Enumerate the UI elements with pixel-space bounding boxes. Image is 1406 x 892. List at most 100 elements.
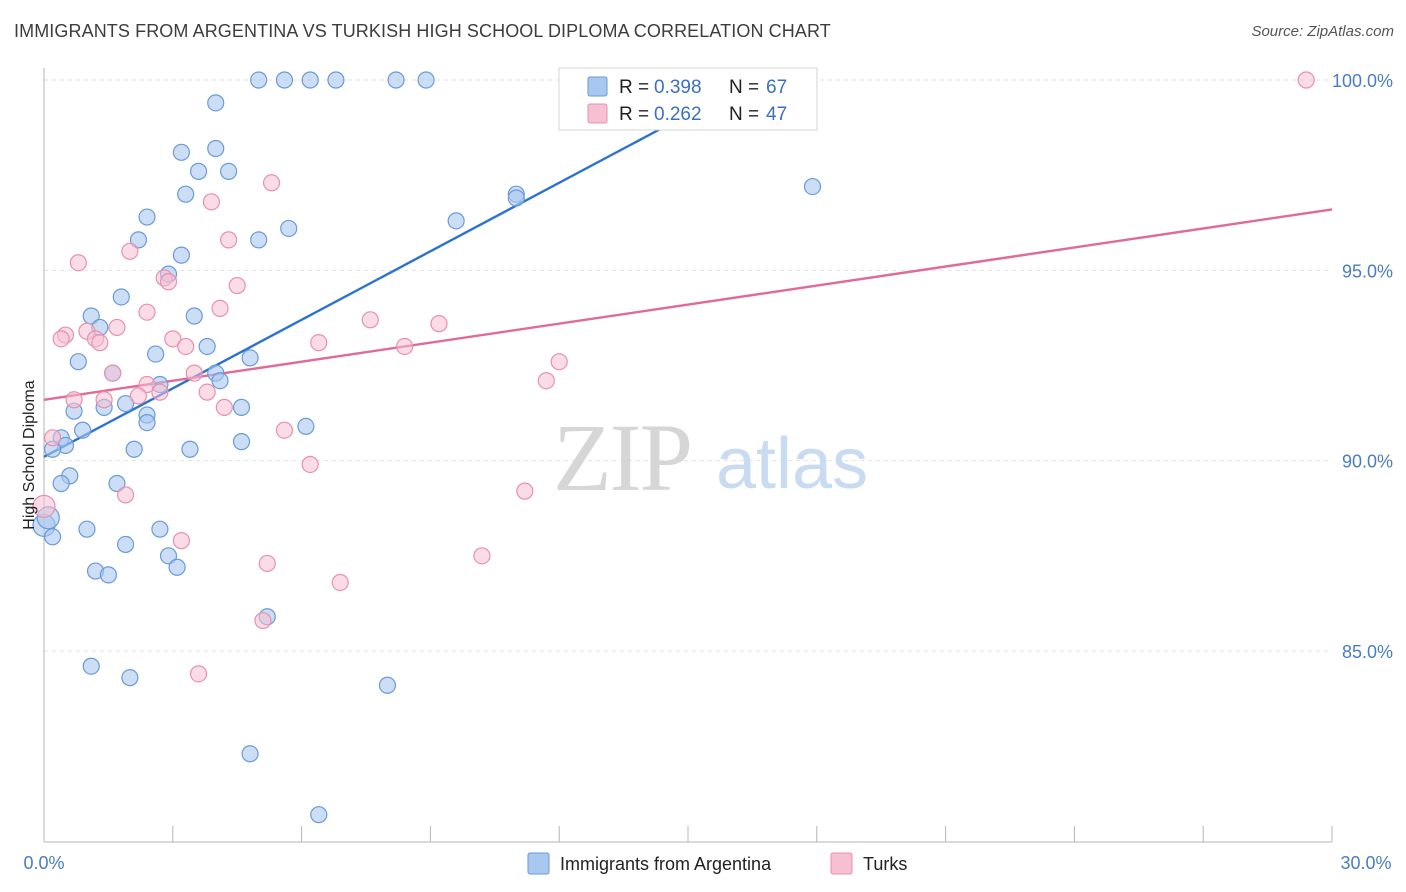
turks-point <box>198 383 216 401</box>
turks-point <box>95 391 113 409</box>
argentina-point <box>301 71 319 89</box>
series-swatch-turks <box>830 852 853 875</box>
turks-point <box>211 299 229 317</box>
argentina-point <box>280 219 298 238</box>
turks-point <box>52 330 70 348</box>
argentina-point <box>43 528 62 546</box>
argentina-point <box>232 433 251 451</box>
argentina-point <box>172 246 190 264</box>
legend-r-label-1: R = <box>619 77 649 98</box>
legend-n-label-2: N = <box>729 104 759 125</box>
turks-point <box>473 547 491 565</box>
y-tick-label: 95.0% <box>1342 261 1393 281</box>
turks-point <box>275 421 294 439</box>
argentina-point <box>507 189 525 207</box>
series-legend: Immigrants from Argentina Turks <box>527 852 907 875</box>
y-tick-label: 100.0% <box>1332 71 1393 91</box>
argentina-point <box>129 231 148 249</box>
turks-point <box>258 554 276 573</box>
argentina-point <box>378 676 397 694</box>
argentina-point <box>207 94 225 112</box>
series-label-turks: Turks <box>863 854 907 874</box>
argentina-point <box>250 231 268 249</box>
chart-title: IMMIGRANTS FROM ARGENTINA VS TURKISH HIG… <box>14 21 831 41</box>
turks-point <box>189 665 208 683</box>
turks-point <box>104 364 122 382</box>
argentina-point <box>52 474 70 493</box>
argentina-point <box>310 806 328 824</box>
argentina-point <box>82 657 100 675</box>
turks-point <box>1297 71 1315 89</box>
argentina-point <box>108 474 126 493</box>
argentina-point <box>232 398 251 416</box>
watermark-zip: ZIP <box>553 404 691 511</box>
turks-point <box>361 311 379 329</box>
turks-point <box>301 455 319 474</box>
argentina-point <box>69 353 87 371</box>
turks-point <box>215 398 233 416</box>
argentina-point <box>116 535 135 554</box>
turks-point <box>262 174 281 192</box>
legend-r-value-2: 0.262 <box>654 104 702 125</box>
argentina-point <box>168 558 186 576</box>
argentina-point <box>125 440 143 458</box>
y-tick-label: 85.0% <box>1342 642 1393 662</box>
argentina-point <box>198 337 216 356</box>
data-points <box>32 71 1315 824</box>
argentina-point <box>78 520 96 538</box>
source-label: Source: ZipAtlas.com <box>1251 23 1394 40</box>
turks-point <box>537 372 555 390</box>
argentina-point <box>147 345 165 363</box>
legend-n-value-2: 47 <box>766 104 787 125</box>
argentina-point <box>99 566 118 584</box>
turks-point <box>516 482 534 500</box>
turks-point <box>65 391 83 409</box>
argentina-point <box>327 71 345 89</box>
turks-point <box>550 353 568 371</box>
turks-point <box>202 193 221 211</box>
turks-point <box>172 532 190 550</box>
turks-point <box>310 334 328 352</box>
turks-point <box>138 375 156 394</box>
argentina-point <box>172 143 190 161</box>
turks-point <box>69 254 87 272</box>
argentina-point <box>121 669 139 687</box>
y-axis-title: High School Diploma <box>21 380 38 530</box>
turks-point <box>108 318 126 337</box>
legend-swatch-turks <box>587 103 608 124</box>
argentina-point <box>112 288 130 306</box>
argentina-point <box>803 177 822 196</box>
argentina-point <box>181 440 199 458</box>
y-tick-labels: 85.0% 90.0% 95.0% 100.0% <box>1332 71 1393 662</box>
argentina-point <box>297 417 315 436</box>
argentina-point <box>241 745 259 763</box>
argentina-point <box>74 421 92 439</box>
x-ticks <box>43 826 1333 842</box>
legend-n-value-1: 67 <box>766 77 787 98</box>
argentina-point <box>116 394 135 413</box>
argentina-point <box>138 414 156 432</box>
argentina-point <box>387 71 405 89</box>
argentina-point <box>185 307 203 325</box>
argentina-point <box>189 162 208 180</box>
argentina-point <box>177 185 195 203</box>
turks-point <box>220 231 238 249</box>
gridlines <box>44 79 1332 652</box>
argentina-point <box>151 520 169 538</box>
turks-point <box>164 330 182 348</box>
turks-point <box>91 334 109 352</box>
turks-point <box>116 486 135 504</box>
turks-point <box>185 364 203 382</box>
turks-point <box>396 337 414 356</box>
x-tick-label-max: 30.0% <box>1340 853 1391 873</box>
turks-point <box>32 494 56 518</box>
argentina-point <box>207 139 225 158</box>
legend-n-label-1: N = <box>729 77 759 98</box>
legend-swatch-argentina <box>587 76 608 97</box>
argentina-point <box>211 372 229 390</box>
turks-point <box>430 315 448 333</box>
argentina-point <box>275 71 294 89</box>
turks-point <box>228 276 246 295</box>
watermark-atlas: atlas <box>716 424 868 504</box>
